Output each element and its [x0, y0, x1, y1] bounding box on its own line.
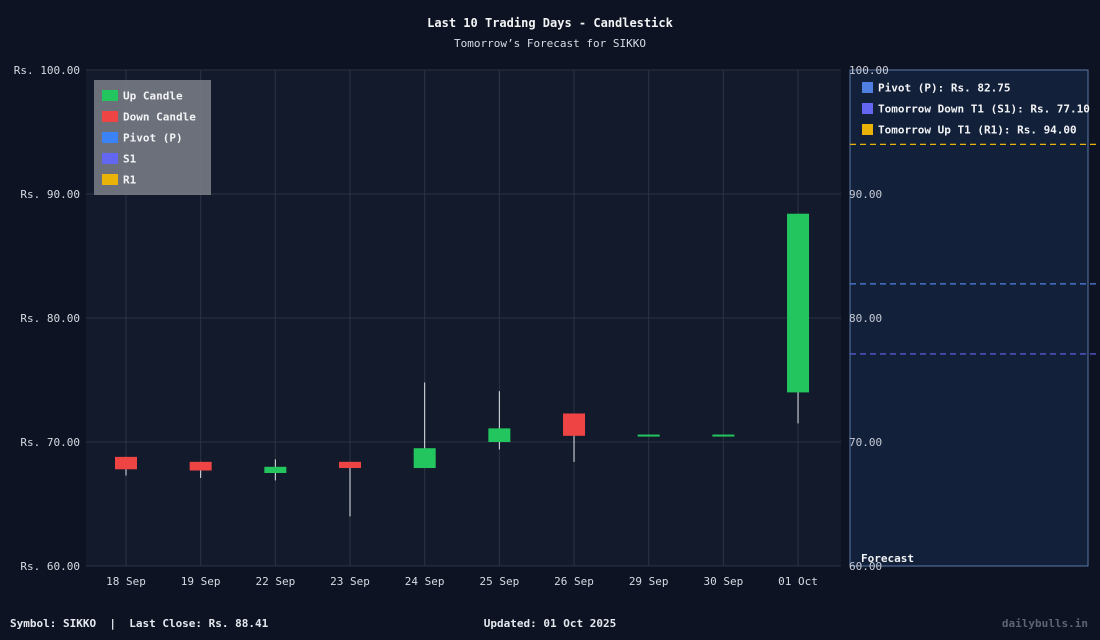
y-tick-label: Rs. 60.00 [20, 560, 80, 573]
legend: Up Candle Down Candle Pivot (P) S1 R1 [102, 90, 196, 187]
down-candle [115, 456, 137, 470]
footer-symbol: Symbol: SIKKO | Last Close: Rs. 88.41 [10, 617, 269, 630]
y-tick-label: Rs. 70.00 [20, 436, 80, 449]
up-candle [712, 434, 735, 437]
forecast-panel [849, 69, 1089, 567]
forecast-levels [850, 143, 1096, 355]
y-tick-label-right: 60.00 [849, 560, 882, 573]
y-axis-right: 60.00 70.00 80.00 90.00 100.00 [849, 64, 889, 573]
down-candle [189, 461, 212, 471]
legend-swatch [102, 90, 118, 101]
x-tick-label: 22 Sep [255, 575, 295, 588]
legend-label: R1 [123, 174, 137, 187]
y-tick-label-right: 70.00 [849, 436, 882, 449]
x-tick-label: 23 Sep [330, 575, 370, 588]
down-candle [339, 461, 362, 469]
legend-label: Down Candle [123, 111, 196, 124]
up-candle [637, 434, 660, 437]
up-candle [413, 448, 436, 469]
x-tick-label: 01 Oct [778, 575, 818, 588]
forecast-label: Forecast [861, 552, 914, 565]
y-tick-label: Rs. 100.00 [14, 64, 80, 77]
forecast-legend-label: Tomorrow Up T1 (R1): Rs. 94.00 [878, 124, 1077, 137]
legend-swatch [102, 111, 118, 122]
chart-subtitle: Tomorrow’s Forecast for SIKKO [454, 37, 646, 50]
y-axis-left: Rs. 60.00 Rs. 70.00 Rs. 80.00 Rs. 90.00 Rs. … [14, 64, 80, 573]
legend-label: Up Candle [123, 90, 183, 103]
x-axis: 18 Sep 19 Sep 22 Sep 23 Sep 24 Sep 25 Sep 26 S… [106, 575, 818, 588]
y-tick-label-right: 90.00 [849, 188, 882, 201]
legend-label: Pivot (P) [123, 132, 183, 145]
legend-swatch [102, 174, 118, 185]
x-tick-label: 19 Sep [181, 575, 221, 588]
y-tick-label: Rs. 80.00 [20, 312, 80, 325]
x-tick-label: 30 Sep [703, 575, 743, 588]
chart-title: Last 10 Trading Days - Candlestick [427, 16, 673, 30]
y-tick-label-right: 80.00 [849, 312, 882, 325]
x-tick-label: 29 Sep [629, 575, 669, 588]
legend-swatch [102, 153, 118, 164]
forecast-legend-swatch [862, 82, 873, 93]
forecast-legend-label: Pivot (P): Rs. 82.75 [878, 82, 1010, 95]
footer-updated: Updated: 01 Oct 2025 [484, 617, 616, 630]
forecast-legend-label: Tomorrow Down T1 (S1): Rs. 77.10 [878, 103, 1090, 116]
x-tick-label: 25 Sep [479, 575, 519, 588]
legend-label: S1 [123, 153, 137, 166]
y-tick-label: Rs. 90.00 [20, 188, 80, 201]
forecast-legend: Pivot (P): Rs. 82.75 Tomorrow Down T1 (S1… [862, 82, 1090, 137]
watermark: dailybulls.in [1002, 617, 1088, 630]
y-tick-label-right: 100.00 [849, 64, 889, 77]
up-candle [787, 213, 810, 393]
x-tick-label: 24 Sep [405, 575, 445, 588]
up-candle [264, 466, 287, 473]
up-candle [488, 428, 511, 442]
down-candle [563, 413, 586, 436]
candles [115, 213, 810, 517]
forecast-legend-swatch [862, 124, 873, 135]
legend-swatch [102, 132, 118, 143]
x-tick-label: 26 Sep [554, 575, 594, 588]
x-tick-label: 18 Sep [106, 575, 146, 588]
forecast-legend-swatch [862, 103, 873, 114]
